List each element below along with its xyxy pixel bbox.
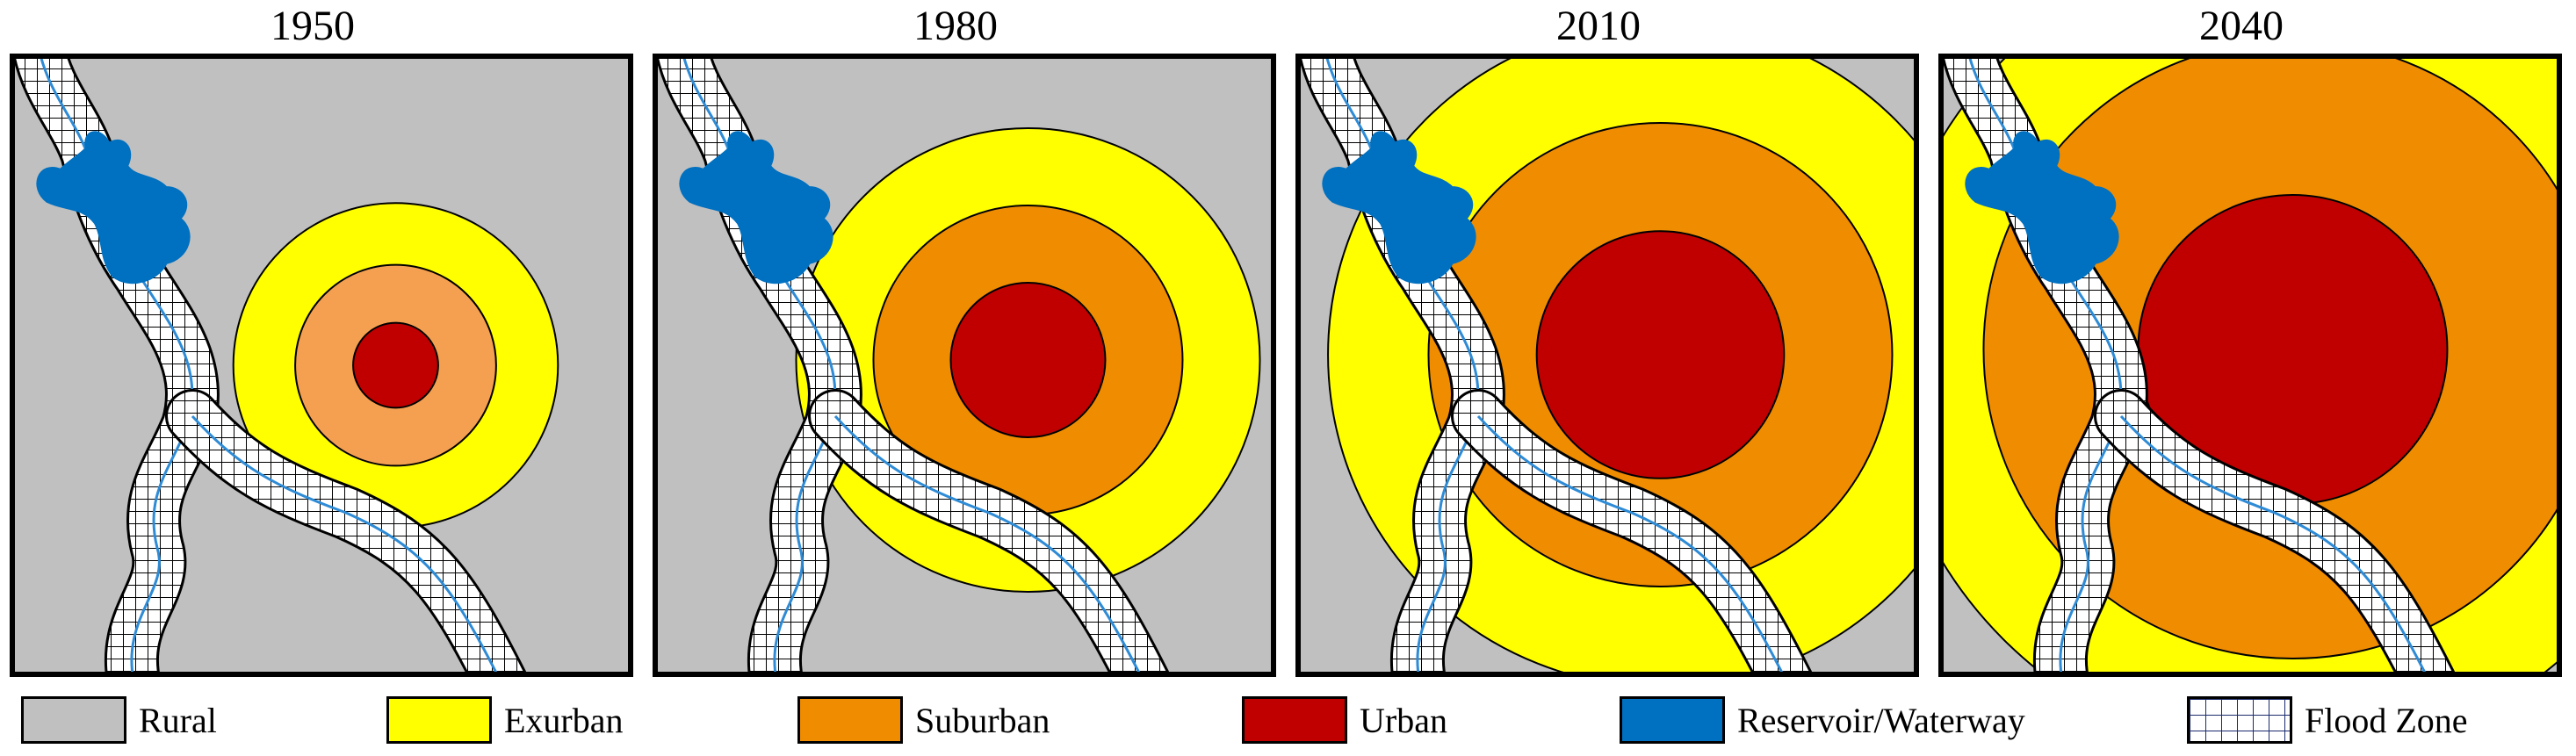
legend-label-exurban: Exurban: [504, 700, 624, 740]
legend-swatch-flood-zone: [2187, 696, 2292, 744]
panel-title-2010: 2010: [1556, 3, 1641, 49]
panel-frame: [1295, 54, 1919, 677]
urban-zone: [949, 282, 1107, 438]
urban-zone: [1535, 230, 1786, 479]
legend-item-urban: Urban: [1242, 694, 1447, 746]
legend-swatch-reservoir: [1620, 696, 1725, 744]
legend-item-rural: Rural: [21, 694, 217, 746]
urban-zone: [352, 321, 439, 409]
panel-title-2040: 2040: [2199, 3, 2284, 49]
legend-label-urban: Urban: [1360, 700, 1447, 740]
reservoir: [1965, 131, 2119, 284]
map-panel-2010: [1295, 54, 1919, 677]
legend-item-exurban: Exurban: [386, 694, 624, 746]
panel-frame: [1938, 54, 2562, 677]
panel-frame: [653, 54, 1276, 677]
legend-label-flood-zone: Flood Zone: [2305, 700, 2468, 740]
reservoir: [1322, 131, 1476, 284]
reservoir: [36, 131, 191, 284]
legend-swatch-suburban: [797, 696, 903, 744]
legend-swatch-urban: [1242, 696, 1347, 744]
waterway-line: [833, 414, 1142, 674]
legend-swatch-exurban: [386, 696, 492, 744]
legend-item-reservoir: Reservoir/Waterway: [1620, 694, 2025, 746]
legend-label-rural: Rural: [139, 700, 217, 740]
waterway-line: [1476, 414, 1785, 674]
map-panel-2040: [1938, 54, 2562, 677]
legend-label-reservoir: Reservoir/Waterway: [1737, 700, 2025, 740]
map-panel-1950: [10, 54, 633, 677]
legend-label-suburban: Suburban: [915, 700, 1050, 740]
panel-title-1950: 1950: [271, 3, 355, 49]
legend-item-suburban: Suburban: [797, 694, 1050, 746]
reservoir: [679, 131, 833, 284]
legend-item-flood-zone: Flood Zone: [2187, 694, 2468, 746]
map-panel-1980: [653, 54, 1276, 677]
waterway-line: [2119, 414, 2428, 674]
panel-frame: [10, 54, 633, 677]
legend-swatch-rural: [21, 696, 126, 744]
panel-title-1980: 1980: [913, 3, 998, 49]
waterway-line: [191, 414, 499, 674]
